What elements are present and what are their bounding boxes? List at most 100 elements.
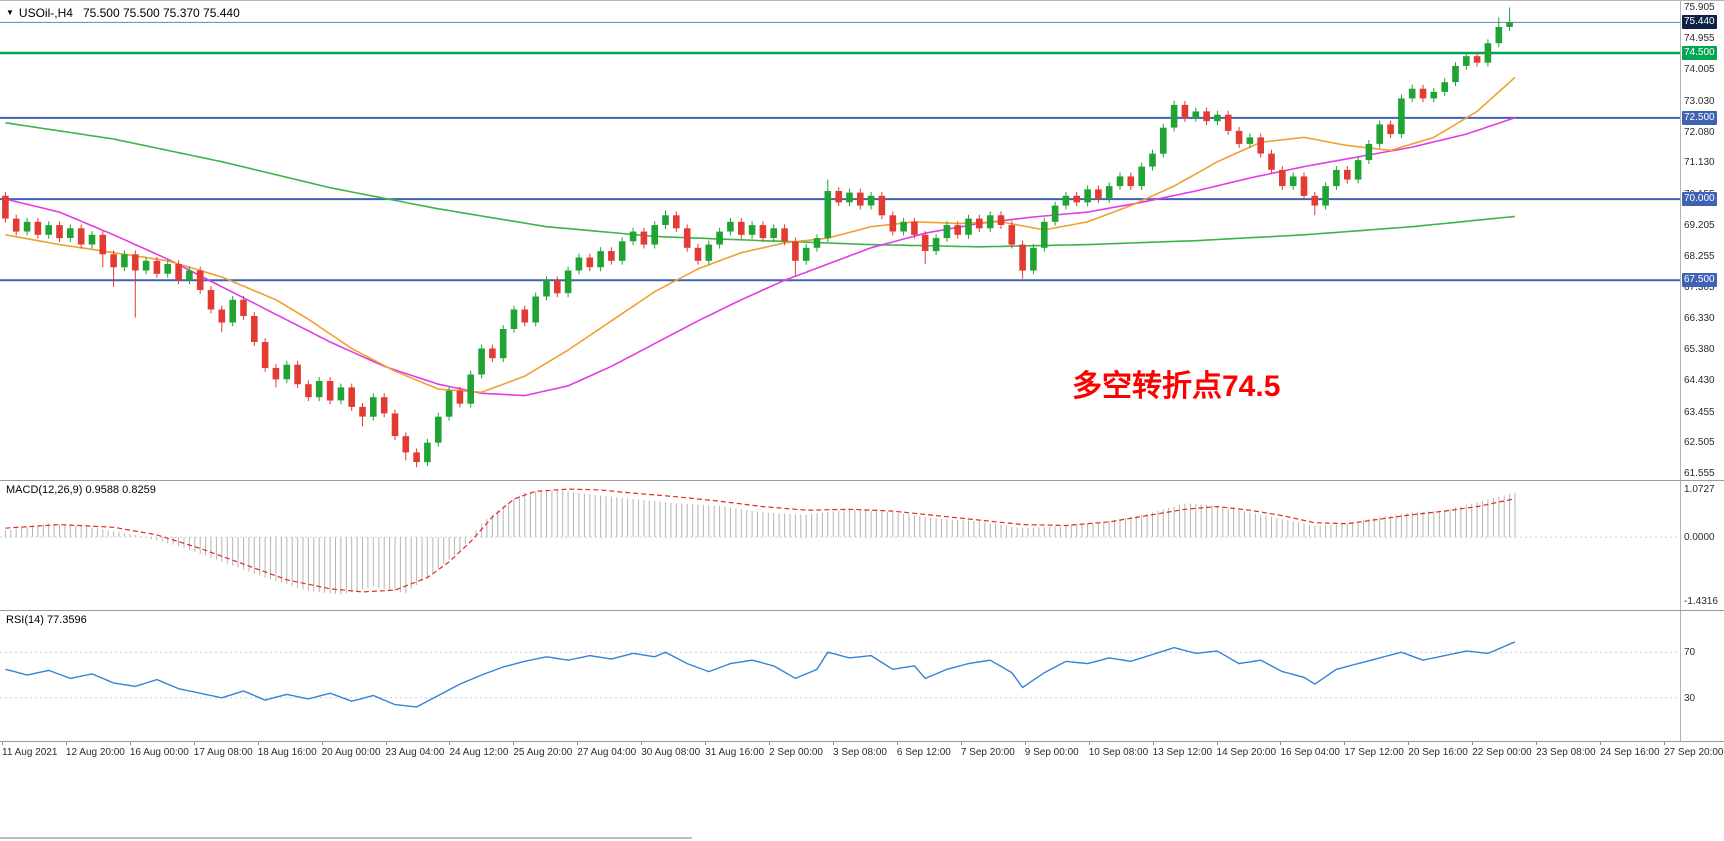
macd-chart[interactable]: [0, 481, 1680, 609]
candle-body: [1138, 166, 1145, 187]
candle-body: [456, 390, 464, 404]
candle-body: [1073, 195, 1080, 203]
candle-body: [294, 364, 301, 385]
time-axis-label: 27 Sep 20:00: [1664, 747, 1724, 758]
time-axis-label: 13 Sep 12:00: [1152, 747, 1213, 758]
candle-body: [207, 290, 215, 310]
price-tick-label: 72.080: [1684, 126, 1715, 138]
candlestick-chart[interactable]: [0, 1, 1680, 480]
candle-body: [1116, 176, 1124, 187]
price-level-label: 67.500: [1682, 273, 1717, 288]
time-tick: [769, 742, 771, 745]
candle-body: [1235, 130, 1243, 144]
time-axis-label: 23 Sep 08:00: [1536, 747, 1596, 758]
candle-body: [435, 416, 442, 443]
rsi-chart[interactable]: [0, 611, 1680, 740]
candle-body: [608, 251, 615, 261]
time-tick: [960, 742, 962, 745]
candle-body: [402, 436, 410, 453]
time-axis-label: 3 Sep 08:00: [833, 747, 887, 758]
time-tick: [65, 742, 67, 745]
time-tick: [577, 742, 579, 745]
candle-body: [1506, 22, 1513, 27]
ma-mid-magenta: [5, 116, 1516, 397]
candle-body: [683, 228, 691, 248]
candle-body: [1365, 143, 1373, 161]
candle-body: [34, 221, 42, 235]
candle-body: [251, 316, 258, 342]
candle-body: [986, 215, 994, 229]
candle-body: [1495, 27, 1503, 44]
time-tick: [1280, 742, 1282, 745]
rsi-axis[interactable]: 70 30: [1680, 611, 1724, 741]
candle-body: [673, 215, 680, 229]
candle-body: [1062, 195, 1070, 206]
candle-body: [56, 225, 63, 239]
candle-body: [878, 195, 886, 216]
price-tick-label: 63.455: [1684, 406, 1715, 418]
candle-body: [1473, 56, 1481, 63]
candle-body: [445, 390, 453, 417]
candle-body: [1344, 169, 1351, 180]
candle-body: [1246, 137, 1254, 144]
candle-body: [1203, 111, 1210, 122]
macd-axis[interactable]: 1.0727 0.0000 -1.4316: [1680, 481, 1724, 610]
time-tick: [1408, 742, 1410, 745]
main-chart-panel[interactable]: 75.90574.95574.00573.03072.08071.13070.1…: [0, 1, 1724, 481]
candle-body: [1149, 153, 1156, 167]
candle-body: [283, 364, 291, 380]
price-tick-label: 73.030: [1684, 95, 1715, 107]
candle-body: [651, 225, 658, 245]
time-axis-label: 22 Sep 00:00: [1472, 747, 1532, 758]
candle-body: [911, 221, 918, 235]
rsi-panel[interactable]: 70 30 RSI(14) 77.3596: [0, 611, 1724, 742]
candle-body: [1322, 186, 1329, 206]
candle-body: [305, 384, 312, 398]
candle-body: [1268, 153, 1275, 170]
candle-body: [489, 348, 496, 359]
time-tick: [449, 742, 451, 745]
candle-body: [23, 221, 31, 232]
time-axis[interactable]: 11 Aug 2021 12 Aug 20:00 16 Aug 00:00 17 Au…: [0, 742, 1724, 762]
chart-dropdown-icon[interactable]: ▼: [6, 8, 14, 17]
candle-body: [99, 234, 107, 255]
candle-body: [705, 244, 713, 261]
time-tick: [1472, 742, 1474, 745]
candle-body: [1105, 186, 1113, 200]
candle-body: [1387, 124, 1394, 135]
price-tick-label: 69.205: [1684, 219, 1715, 231]
macd-panel[interactable]: 1.0727 0.0000 -1.4316 MACD(12,26,9) 0.9588…: [0, 481, 1724, 611]
candle-body: [1008, 225, 1016, 245]
price-axis[interactable]: 75.90574.95574.00573.03072.08071.13070.1…: [1680, 1, 1724, 480]
candle-body: [1452, 65, 1459, 83]
candle-body: [1030, 247, 1037, 271]
time-axis-label: 11 Aug 2021: [2, 747, 58, 758]
candle-body: [846, 192, 853, 203]
candle-body: [759, 225, 767, 239]
time-axis-label: 12 Aug 20:00: [65, 747, 125, 758]
price-tick-label: 65.380: [1684, 344, 1715, 356]
time-axis-label: 25 Aug 20:00: [513, 747, 573, 758]
candle-body: [1084, 189, 1091, 203]
candle-body: [12, 218, 20, 232]
candle-body: [1419, 88, 1427, 99]
candle-body: [218, 309, 226, 323]
time-axis-label: 9 Sep 00:00: [1024, 747, 1079, 758]
candle-body: [694, 247, 702, 261]
candle-body: [738, 221, 745, 235]
candle-body: [1170, 104, 1178, 128]
candle-body: [748, 225, 756, 235]
candle-body: [1257, 137, 1264, 154]
candle-body: [965, 218, 972, 235]
chart-annotation-text[interactable]: 多空转折点74.5: [1072, 370, 1281, 403]
candle-body: [586, 257, 594, 268]
time-axis-label: 20 Aug 00:00: [321, 747, 381, 758]
candle-body: [67, 228, 74, 238]
time-axis-label: 14 Sep 20:00: [1216, 747, 1277, 758]
candle-body: [1051, 205, 1059, 222]
candle-body: [1214, 114, 1221, 122]
candle-body: [976, 218, 983, 229]
time-tick: [1024, 742, 1026, 745]
candle-body: [380, 397, 388, 414]
candle-body: [1430, 91, 1438, 99]
